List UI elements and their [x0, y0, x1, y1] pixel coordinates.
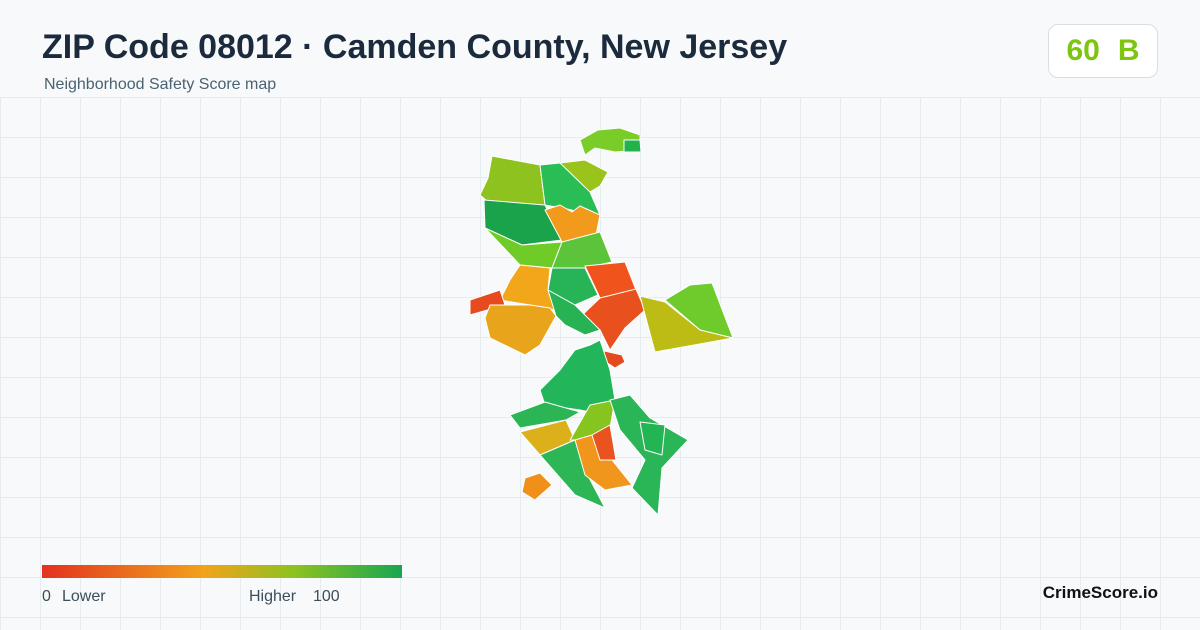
score-value: 60 [1066, 34, 1100, 67]
legend-max: 100 [313, 588, 340, 605]
legend-min-label: Lower [62, 588, 106, 605]
region [547, 289, 601, 336]
legend-min: 0 [42, 588, 51, 605]
region [639, 421, 666, 456]
region [639, 295, 734, 353]
legend-max-label: Higher [249, 588, 297, 605]
region [484, 304, 557, 356]
subtitle: Neighborhood Safety Score map [44, 76, 277, 93]
region [509, 401, 581, 429]
region [521, 472, 553, 501]
region [609, 394, 689, 516]
brand: CrimeScore.io [1042, 583, 1158, 602]
region [623, 139, 642, 153]
score-grade: B [1117, 34, 1140, 67]
region [483, 199, 563, 246]
region [539, 439, 606, 509]
score-badge: 60 B [1048, 24, 1158, 78]
title: ZIP Code 08012 · Camden County, New Jers… [42, 28, 788, 66]
legend-gradient [42, 565, 402, 578]
region [499, 264, 556, 311]
region [591, 424, 617, 461]
